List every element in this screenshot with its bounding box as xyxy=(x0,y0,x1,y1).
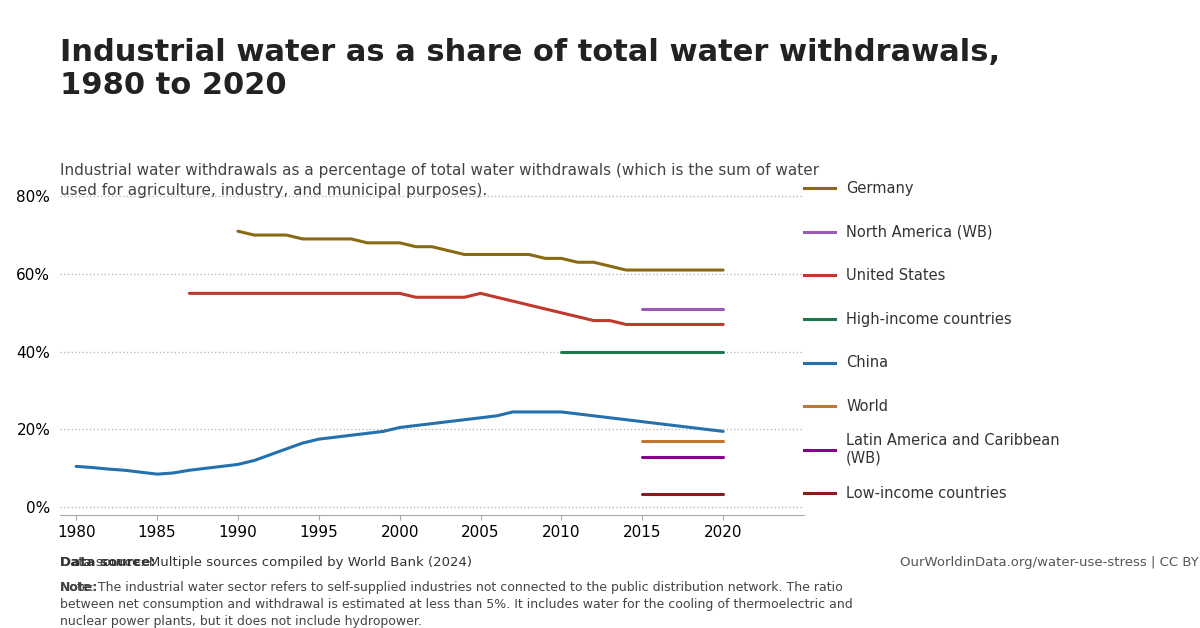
Text: Note: The industrial water sector refers to self-supplied industries not connect: Note: The industrial water sector refers… xyxy=(60,581,853,628)
Text: High-income countries: High-income countries xyxy=(846,311,1012,327)
Text: Note:: Note: xyxy=(60,581,98,594)
Text: United States: United States xyxy=(846,268,946,283)
Text: in Data: in Data xyxy=(1084,63,1138,75)
Text: Latin America and Caribbean
(WB): Latin America and Caribbean (WB) xyxy=(846,433,1060,466)
Text: Low-income countries: Low-income countries xyxy=(846,485,1007,501)
Text: Industrial water as a share of total water withdrawals,
1980 to 2020: Industrial water as a share of total wat… xyxy=(60,38,1000,100)
Text: Data source:: Data source: xyxy=(60,556,156,569)
Text: World: World xyxy=(846,399,888,414)
Text: Our World: Our World xyxy=(1072,41,1148,53)
Text: North America (WB): North America (WB) xyxy=(846,224,992,239)
Text: Germany: Germany xyxy=(846,181,913,196)
Text: OurWorldinData.org/water-use-stress | CC BY: OurWorldinData.org/water-use-stress | CC… xyxy=(900,556,1199,569)
Text: Industrial water withdrawals as a percentage of total water withdrawals (which i: Industrial water withdrawals as a percen… xyxy=(60,163,820,198)
Text: China: China xyxy=(846,355,888,370)
Text: Data source: Multiple sources compiled by World Bank (2024): Data source: Multiple sources compiled b… xyxy=(60,556,472,569)
